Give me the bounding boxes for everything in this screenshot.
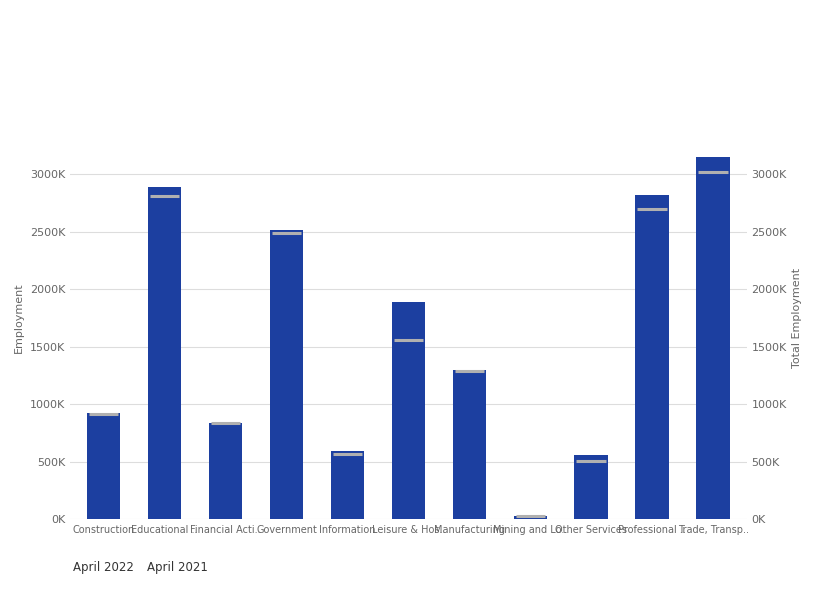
Text: April 2022: April 2022 xyxy=(73,560,134,574)
Text: Seasonally Adjusted Employment By Industry: Seasonally Adjusted Employment By Indust… xyxy=(18,21,518,40)
Bar xyxy=(331,451,364,519)
Text: April 2021: April 2021 xyxy=(147,560,208,574)
Bar xyxy=(513,515,547,519)
Bar xyxy=(392,302,425,519)
Y-axis label: Employment: Employment xyxy=(14,283,24,353)
Bar xyxy=(148,187,182,519)
Bar xyxy=(270,230,304,519)
Bar xyxy=(209,422,243,519)
Bar xyxy=(87,413,120,519)
Text: California Employment Report, UCR Center for Economic Forecasting: California Employment Report, UCR Center… xyxy=(18,62,450,75)
Bar xyxy=(453,370,486,519)
Y-axis label: Total Employment: Total Employment xyxy=(793,268,803,368)
Bar xyxy=(574,455,608,519)
Bar xyxy=(635,195,669,519)
Bar xyxy=(696,157,730,519)
